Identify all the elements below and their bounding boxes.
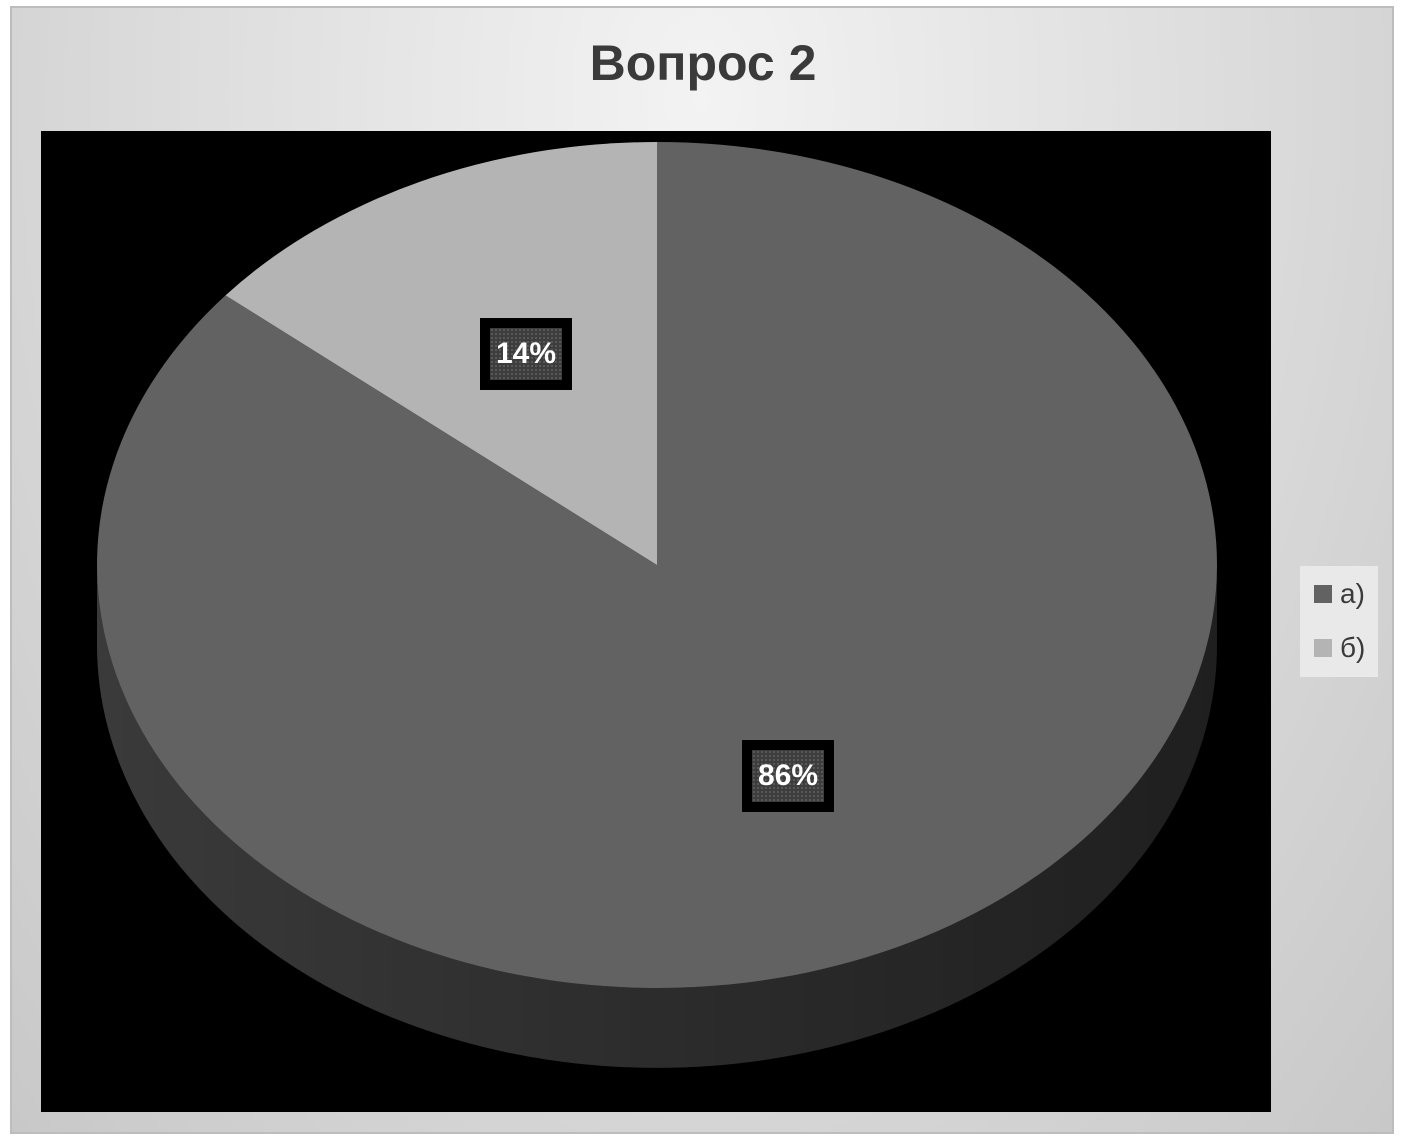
pie-side — [97, 565, 1217, 1068]
pie-side-rim — [97, 565, 1217, 1068]
legend-label-a: а) — [1340, 578, 1365, 609]
legend-swatch-b — [1314, 639, 1332, 657]
legend-label-b: б) — [1340, 632, 1366, 663]
data-label-a-text: 86% — [752, 750, 825, 802]
legend-item-b: б) — [1300, 632, 1378, 663]
plot-area: 86% 14% — [41, 131, 1271, 1112]
pie-slice-b — [225, 142, 658, 565]
chart-title: Вопрос 2 — [589, 35, 817, 91]
data-label-b: 14% — [480, 318, 573, 390]
pie-chart — [97, 142, 1218, 1068]
legend-swatch-a — [1314, 585, 1332, 603]
data-label-a: 86% — [742, 740, 835, 812]
legend: а) б) — [1300, 566, 1378, 677]
legend-item-a: а) — [1300, 578, 1378, 609]
data-label-b-text: 14% — [490, 328, 563, 380]
pie-slices — [97, 142, 1218, 988]
